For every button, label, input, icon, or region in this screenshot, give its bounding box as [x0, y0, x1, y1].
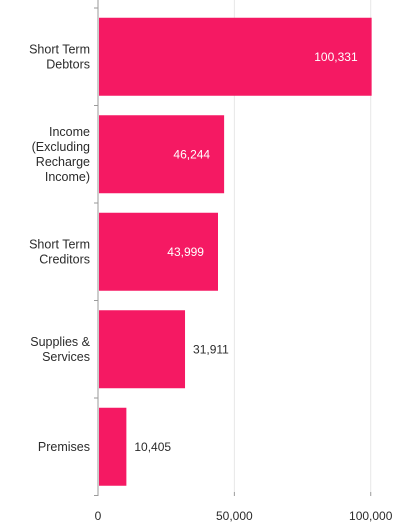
category-label-3: Supplies & Services	[30, 335, 90, 364]
x-tick-label-2: 100,000	[349, 509, 393, 523]
value-label-2: 43,999	[167, 245, 204, 259]
category-label-1: Income (Excluding Recharge Income)	[32, 125, 90, 184]
x-tick-label-1: 50,000	[216, 509, 253, 523]
value-label-0: 100,331	[314, 50, 358, 64]
bar-2	[99, 212, 218, 291]
value-label-1: 46,244	[173, 147, 210, 161]
bar-0	[99, 17, 372, 96]
category-label-0: Short Term Debtors	[29, 42, 90, 71]
bar-3	[99, 310, 186, 389]
category-label-4: Premises	[38, 440, 90, 454]
category-label-2: Short Term Creditors	[29, 237, 90, 266]
bar-1	[99, 115, 225, 194]
axes	[94, 0, 372, 496]
labels: 0 50,000 100,000 Short Term Debtors 100,331 In…	[29, 42, 393, 523]
value-label-3: 31,911	[193, 342, 229, 356]
bar-4	[99, 407, 127, 486]
x-tick-label-0: 0	[95, 509, 102, 523]
value-label-4: 10,405	[134, 440, 171, 454]
bars	[99, 17, 372, 486]
